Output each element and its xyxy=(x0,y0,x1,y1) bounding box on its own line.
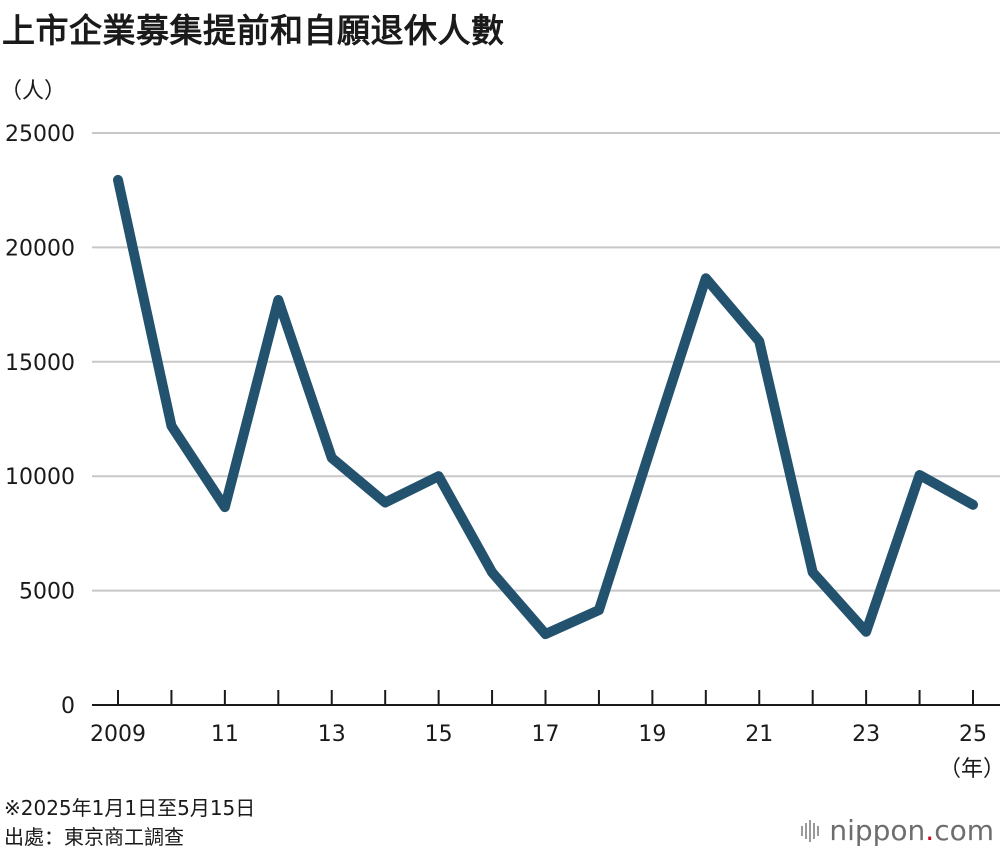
y-unit-label: （人） xyxy=(0,79,66,104)
x-tick-label: 13 xyxy=(318,722,346,747)
line-chart: 0 5000 10000 15000 20000 25000 （人） 2009 11 13 15… xyxy=(0,79,1000,782)
x-tick-label: 2009 xyxy=(90,722,146,747)
nippon-logo: nippon. com xyxy=(801,814,994,847)
x-unit-label: （年） xyxy=(939,757,1000,782)
x-tick-label: 21 xyxy=(745,722,773,747)
y-tick-label: 15000 xyxy=(5,351,75,376)
chart-notes: ※2025年1月1日至5月15日 出處：東京商工調查 xyxy=(4,794,255,852)
x-tick-label: 19 xyxy=(638,722,666,747)
x-tick-label: 15 xyxy=(425,722,453,747)
gridlines xyxy=(92,132,1000,592)
x-tick-label: 17 xyxy=(532,722,560,747)
logo-suffix: com xyxy=(934,814,994,847)
y-tick-label: 0 xyxy=(61,694,75,719)
period-note: ※2025年1月1日至5月15日 xyxy=(4,796,256,820)
series-line xyxy=(113,174,978,640)
x-axis-labels: 2009 11 13 15 17 19 21 23 25 xyxy=(90,722,987,747)
logo-dot: . xyxy=(925,814,935,847)
y-tick-label: 5000 xyxy=(19,580,75,605)
x-axis-ticks xyxy=(117,690,974,705)
x-tick-label: 11 xyxy=(211,722,239,747)
y-tick-label: 25000 xyxy=(5,122,75,147)
y-tick-label: 20000 xyxy=(5,236,75,261)
x-tick-label: 25 xyxy=(959,722,987,747)
y-axis-labels: 0 5000 10000 15000 20000 25000 xyxy=(5,122,75,719)
x-tick-label: 23 xyxy=(852,722,880,747)
y-tick-label: 10000 xyxy=(5,465,75,490)
logo-bars-icon xyxy=(801,819,821,843)
chart-title: 上市企業募集提前和自願退休人數 xyxy=(2,11,505,50)
source-note: 出處：東京商工調查 xyxy=(4,825,184,849)
logo-name: nippon xyxy=(829,814,926,847)
